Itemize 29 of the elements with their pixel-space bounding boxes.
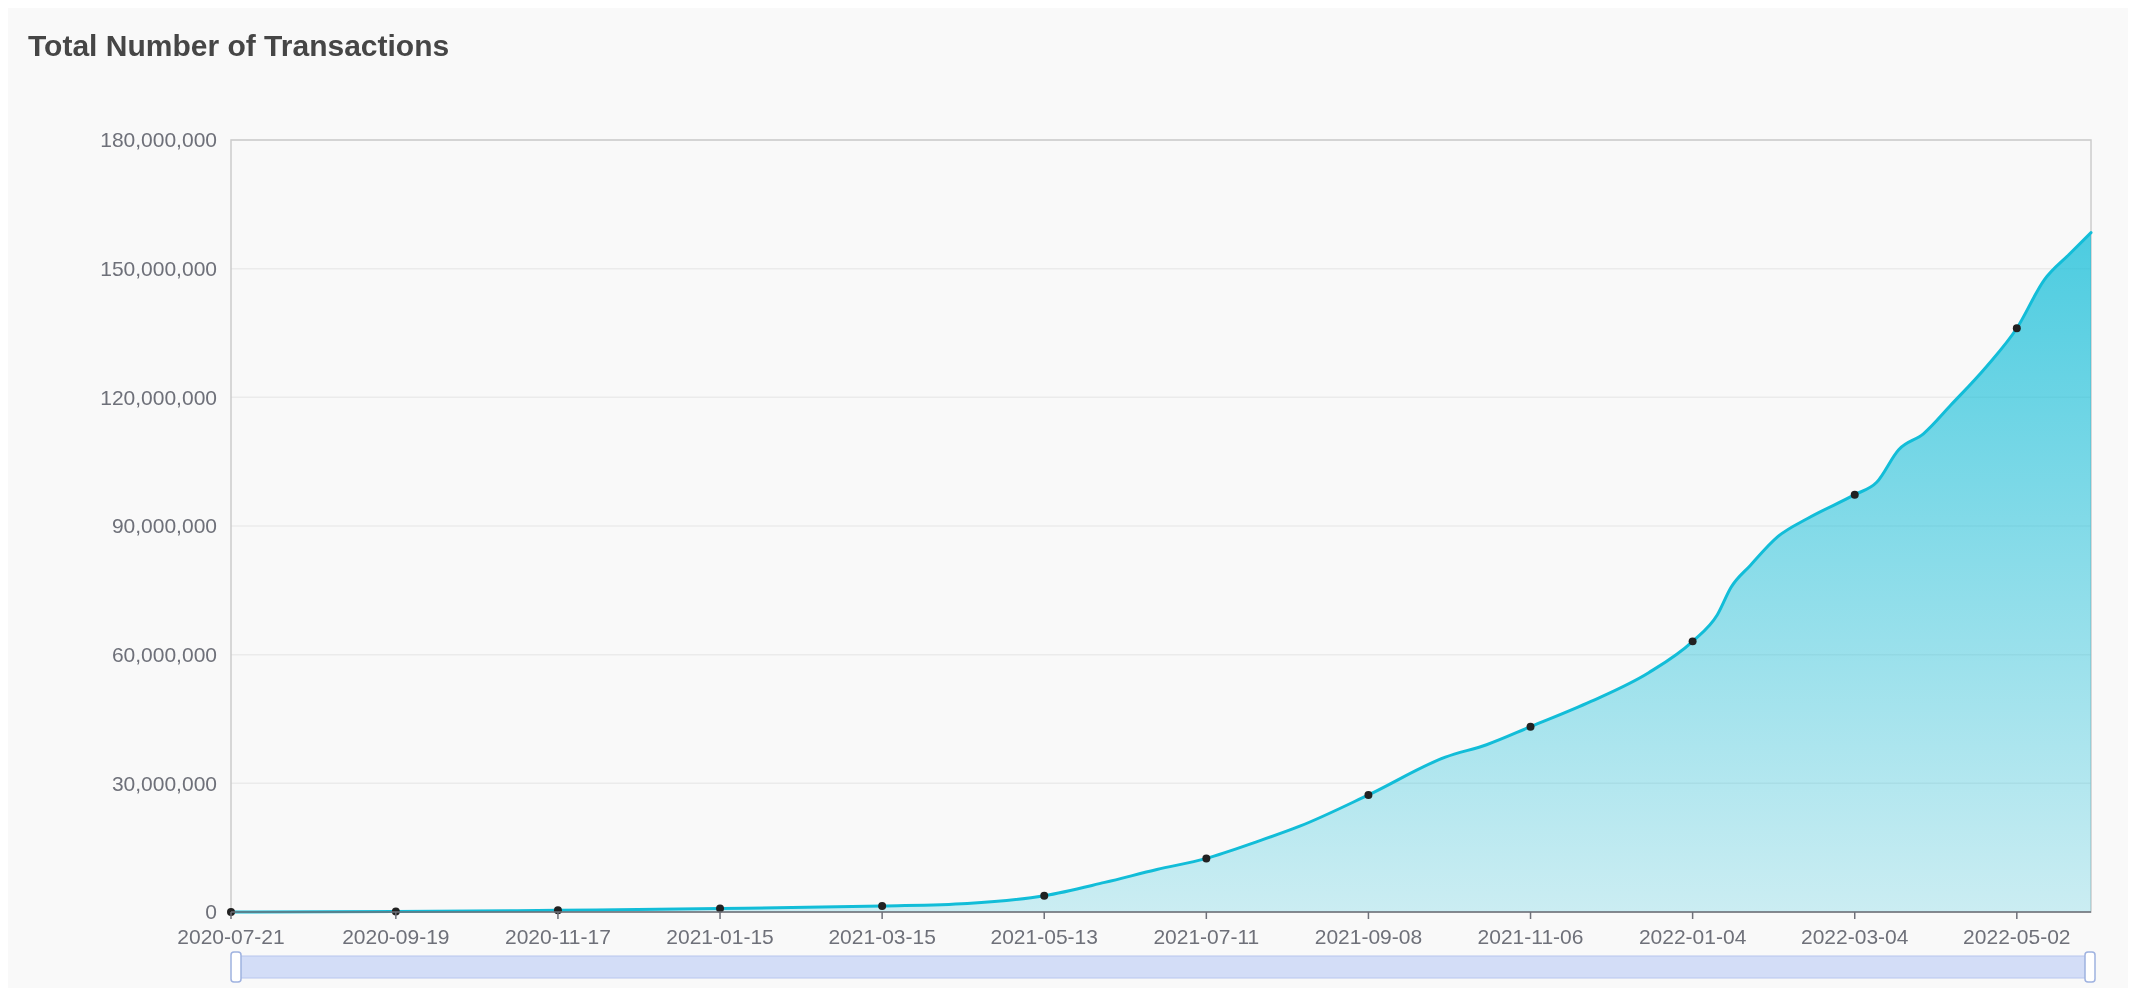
x-tick-label: 2020-11-17	[505, 925, 611, 948]
chart-title: Total Number of Transactions	[28, 29, 450, 62]
x-tick-label: 2020-09-19	[342, 925, 450, 948]
point	[1202, 854, 1211, 863]
x-tick-label: 2021-11-06	[1477, 925, 1584, 948]
x-tick-label: 2021-03-15	[828, 925, 936, 948]
point	[1040, 891, 1049, 900]
x-tick-label: 2022-05-02	[1963, 925, 2071, 948]
x-tick-label: 2021-07-11	[1153, 925, 1260, 948]
y-tick-label: 30,000,000	[111, 771, 217, 795]
y-tick-label: 150,000,000	[100, 257, 217, 281]
point	[1526, 722, 1535, 731]
point	[1364, 790, 1373, 799]
x-tick-label: 2021-01-15	[666, 925, 774, 948]
y-tick-label: 180,000,000	[100, 128, 217, 152]
y-tick-label: 0	[205, 900, 217, 924]
x-tick-label: 2021-09-08	[1314, 925, 1423, 948]
point	[1688, 637, 1697, 646]
x-tick-label: 2022-03-04	[1801, 925, 1909, 948]
point	[1850, 490, 1859, 499]
point	[2012, 324, 2021, 333]
x-tick-label: 2022-01-04	[1638, 925, 1747, 948]
y-tick-label: 90,000,000	[111, 514, 217, 538]
x-tick-label: 2021-05-13	[990, 925, 1098, 948]
point	[878, 902, 887, 910]
y-tick-label: 60,000,000	[111, 643, 217, 667]
x-tick-label: 2020-07-21	[177, 925, 285, 948]
point	[716, 904, 725, 913]
y-tick-label: 120,000,000	[100, 385, 217, 409]
